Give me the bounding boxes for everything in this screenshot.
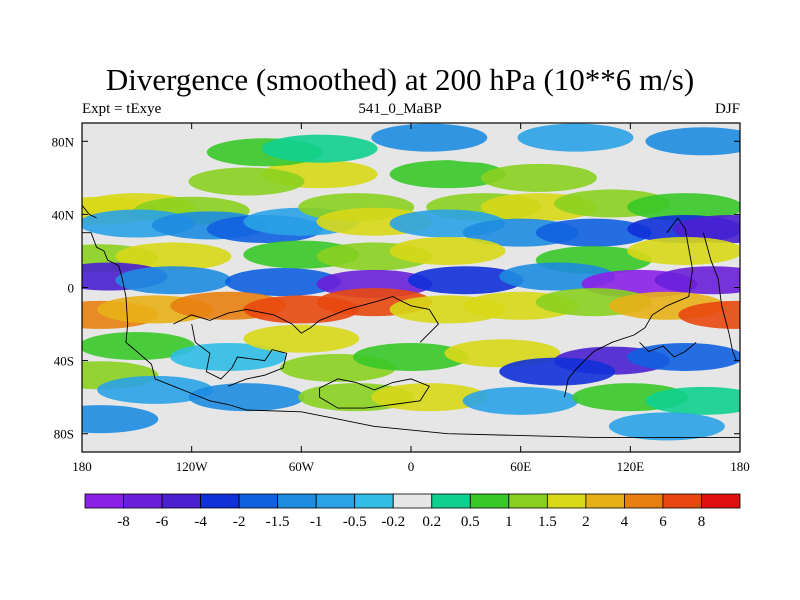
field-cell-55 <box>243 324 360 353</box>
experiment-label: Expt = tExye <box>82 101 162 117</box>
colorbar-box-12 <box>546 493 587 509</box>
field-cell-66 <box>371 383 488 412</box>
y-tick-label-1: 40N <box>52 207 75 222</box>
field-cell-63 <box>97 375 214 404</box>
colorbar-label-9: 0.5 <box>461 514 480 530</box>
colorbar-box-11 <box>508 493 548 509</box>
colorbar-box-7 <box>354 493 394 509</box>
coastline-2 <box>191 324 288 387</box>
field-cell-53 <box>82 331 195 360</box>
colorbar: -8 -6 -4 -2 -1.5 -1 -0.5 -0.2 0.2 0.5 1 1.5 2 4 6 8 <box>84 493 741 530</box>
field-cell-26 <box>517 123 634 152</box>
field-cell-70 <box>82 405 159 434</box>
field-cell-15 <box>535 218 652 247</box>
x-tick-label-5: 120E <box>617 459 645 474</box>
y-tick-label-0: 80N <box>52 134 75 149</box>
case-label: 541_0_MaBP <box>358 101 442 117</box>
colorbar-box-14 <box>624 493 664 509</box>
field-cell-32 <box>389 236 506 265</box>
field-cell-25 <box>371 123 488 152</box>
colorbar-label-0: -8 <box>117 514 130 530</box>
x-tick-label-1: 120W <box>176 459 209 474</box>
chart-title: Divergence (smoothed) at 200 hPa (10**6 … <box>105 62 695 97</box>
coastline-7 <box>82 205 97 219</box>
x-tick-label-4: 60E <box>510 459 531 474</box>
field-cell-54 <box>170 342 287 371</box>
colorbar-box-16 <box>701 493 741 509</box>
y-tick-label-3: 40S <box>54 354 74 369</box>
colorbar-label-10: 1 <box>505 514 513 530</box>
field-cell-67 <box>462 386 579 415</box>
colorbar-box-3 <box>200 493 240 509</box>
field-cell-22 <box>389 160 506 189</box>
divergence-field <box>82 123 740 441</box>
coastlines <box>82 205 740 438</box>
y-tick-label-2: 0 <box>68 281 75 296</box>
field-cell-64 <box>188 383 305 412</box>
field-cell-39 <box>407 266 524 295</box>
field-cell-34 <box>627 236 740 265</box>
field-cell-36 <box>115 266 232 295</box>
field-cell-29 <box>115 242 232 271</box>
colorbar-label-12: 2 <box>582 514 590 530</box>
colorbar-label-13: 4 <box>621 514 629 530</box>
colorbar-label-5: -1 <box>310 514 323 530</box>
axis-ticks: 180 120W 60W 0 60E 120E 180 80N 40N 0 40S 80S <box>52 123 750 474</box>
coastline-1 <box>173 296 439 343</box>
colorbar-label-1: -6 <box>156 514 169 530</box>
field-cell-19 <box>188 167 305 196</box>
colorbar-label-4: -1.5 <box>266 514 290 530</box>
x-tick-label-6: 180 <box>730 459 750 474</box>
colorbar-label-15: 8 <box>698 514 706 530</box>
coastline-0 <box>82 232 740 438</box>
field-cell-37 <box>225 268 342 297</box>
colorbar-label-3: -2 <box>233 514 246 530</box>
field-cell-71 <box>608 412 725 441</box>
colorbar-box-10 <box>469 493 510 509</box>
colorbar-label-8: 0.2 <box>422 514 441 530</box>
colorbar-label-7: -0.2 <box>381 514 405 530</box>
colorbar-box-4 <box>238 493 279 509</box>
colorbar-label-6: -0.5 <box>343 514 367 530</box>
colorbar-label-14: 6 <box>659 514 667 530</box>
field-cell-42 <box>654 266 740 295</box>
x-tick-label-3: 0 <box>408 459 415 474</box>
field-cell-23 <box>480 163 597 192</box>
colorbar-box-5 <box>277 493 317 509</box>
field-cell-17 <box>672 215 740 244</box>
x-tick-label-0: 180 <box>72 459 92 474</box>
field-cell-61 <box>627 342 740 371</box>
colorbar-box-6 <box>315 493 356 509</box>
colorbar-label-2: -4 <box>194 514 207 530</box>
season-label: DJF <box>714 101 740 117</box>
y-tick-label-4: 80S <box>54 427 74 442</box>
colorbar-box-2 <box>161 493 201 509</box>
field-cell-69 <box>645 386 740 415</box>
colorbar-label-11: 1.5 <box>538 514 557 530</box>
field-cell-12 <box>627 193 740 222</box>
coastline-6 <box>639 341 697 358</box>
colorbar-box-1 <box>123 493 163 509</box>
colorbar-box-9 <box>431 493 471 509</box>
coastline-3 <box>319 378 430 409</box>
field-cell-60 <box>499 357 616 386</box>
field-cell-21 <box>261 134 378 163</box>
colorbar-box-13 <box>585 493 625 509</box>
coastline-4 <box>564 217 693 398</box>
x-tick-label-2: 60W <box>289 459 315 474</box>
colorbar-box-8 <box>392 493 433 509</box>
colorbar-box-15 <box>662 493 702 509</box>
colorbar-box-0 <box>84 493 124 509</box>
field-cell-27 <box>645 127 740 156</box>
coastline-5 <box>702 232 737 361</box>
field-cell-52 <box>678 300 740 329</box>
field-cell-57 <box>353 342 469 371</box>
